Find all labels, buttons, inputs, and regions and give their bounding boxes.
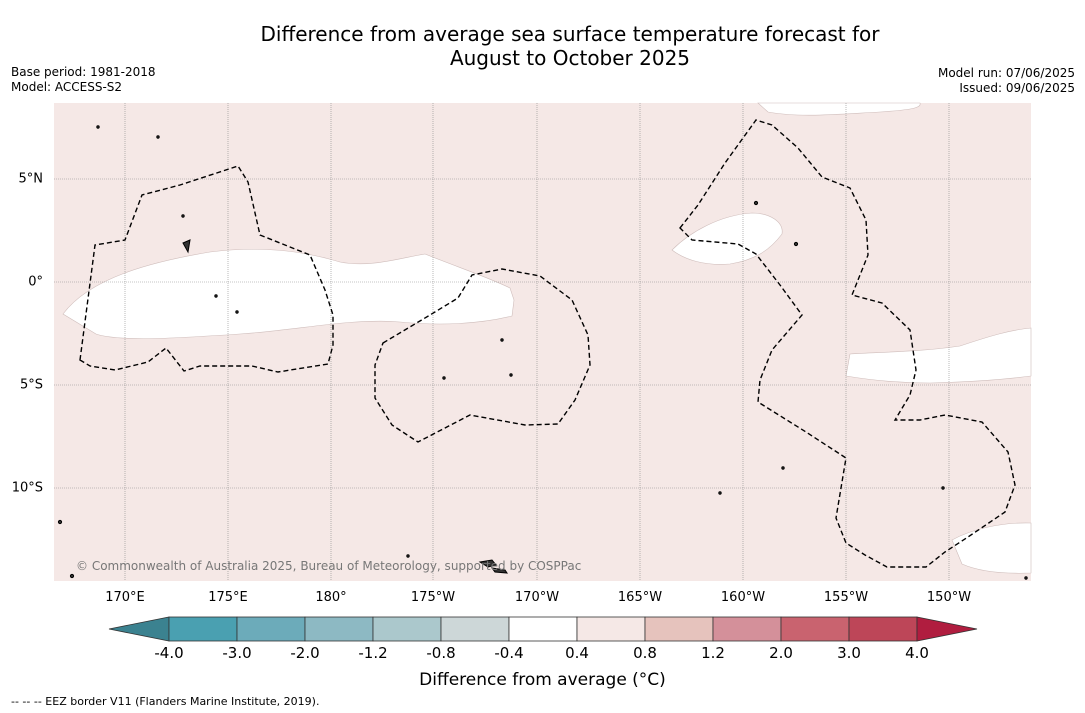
colorbar-tick-label: -0.8 xyxy=(426,644,456,662)
model-name: Model: ACCESS-S2 xyxy=(11,80,123,94)
neutral-region-east xyxy=(845,327,1032,384)
colorbar-segment xyxy=(848,616,918,642)
island-samoa xyxy=(478,559,497,568)
island-dot xyxy=(753,200,759,206)
eez-border-kiribati-line xyxy=(679,119,1016,568)
island-dot xyxy=(500,338,504,342)
island-dot xyxy=(57,519,63,525)
colorbar-tick-label: -2.0 xyxy=(290,644,320,662)
copyright-notice: © Commonwealth of Australia 2025, Bureau… xyxy=(76,559,582,573)
x-tick-label: 170°E xyxy=(105,590,145,605)
meta-left: Base period: 1981-2018 Model: ACCESS-S2 xyxy=(11,65,156,95)
colorbar-tick-label: 3.0 xyxy=(837,644,861,662)
issued-date: Issued: 09/06/2025 xyxy=(959,81,1075,95)
colorbar-min-extension xyxy=(108,616,170,642)
islands xyxy=(57,125,1028,580)
x-tick-label: 175°E xyxy=(208,590,248,605)
colorbar-segment xyxy=(304,616,374,642)
x-tick-label: 175°W xyxy=(410,590,456,605)
island-dot xyxy=(181,214,185,218)
island-tuvalu xyxy=(182,239,191,254)
colorbar-tick-label: 4.0 xyxy=(905,644,929,662)
colorbar-tick-label: -0.4 xyxy=(494,644,524,662)
colorbar-segment xyxy=(440,616,510,642)
colorbar-tick-label: 0.8 xyxy=(633,644,657,662)
colorbar-tick-label: -1.2 xyxy=(358,644,388,662)
island-dot xyxy=(509,373,513,377)
title-line-2: August to October 2025 xyxy=(449,46,691,70)
island-dot xyxy=(406,554,410,558)
colorbar-tick-label: 0.4 xyxy=(565,644,589,662)
colorbar-tick-label: -3.0 xyxy=(222,644,252,662)
model-run: Model run: 07/06/2025 xyxy=(937,66,1075,80)
island-samoa-east xyxy=(490,567,508,574)
map-background xyxy=(54,103,1031,581)
meta-right: Model run: 07/06/2025 Issued: 09/06/2025 xyxy=(938,66,1075,96)
colorbar-tick-label: 2.0 xyxy=(769,644,793,662)
island-dot xyxy=(235,310,239,314)
colorbar xyxy=(108,616,978,642)
y-tick-label: 5°S xyxy=(19,377,43,393)
colorbar-segment xyxy=(576,616,646,642)
colorbar-title: Difference from average (°C) xyxy=(419,670,666,690)
colorbar-segment xyxy=(236,616,306,642)
y-tick-label: 5°N xyxy=(18,171,44,187)
eez-borders xyxy=(79,119,1016,568)
island-dot xyxy=(793,241,799,247)
island-dot xyxy=(442,376,446,380)
colorbar-tick-label: 1.2 xyxy=(701,644,725,662)
x-tick-label: 165°W xyxy=(617,590,663,605)
colorbar-segment xyxy=(780,616,850,642)
island-dot xyxy=(941,486,945,490)
island-dot xyxy=(718,491,722,495)
island-dot xyxy=(96,125,100,129)
island-dot xyxy=(69,573,75,579)
title-line-1: Difference from average sea surface temp… xyxy=(260,22,880,46)
y-tick-label: 0° xyxy=(28,274,43,290)
island-dot xyxy=(214,294,218,298)
colorbar-segment xyxy=(372,616,442,642)
colorbar-tick-label: -4.0 xyxy=(154,644,184,662)
x-tick-label: 160°W xyxy=(720,590,766,605)
eez-footnote: -- -- -- EEZ border V11 (Flanders Marine… xyxy=(11,695,320,708)
graticule xyxy=(54,103,1031,581)
x-tick-label: 150°W xyxy=(926,590,972,605)
colorbar-max-extension xyxy=(916,616,978,642)
neutral-region-central xyxy=(671,212,783,265)
island-dot xyxy=(1024,576,1028,580)
base-period: Base period: 1981-2018 xyxy=(11,65,156,79)
island-dot xyxy=(781,466,785,470)
colorbar-segment xyxy=(644,616,714,642)
neutral-region-southeast xyxy=(951,522,1032,574)
x-tick-label: 180° xyxy=(315,590,347,605)
x-tick-label: 155°W xyxy=(823,590,869,605)
neutral-region-north xyxy=(757,102,921,116)
colorbar-segment xyxy=(712,616,782,642)
neutral-region-equatorial-west xyxy=(62,248,515,339)
y-tick-label: 10°S xyxy=(11,480,43,496)
colorbar-segment xyxy=(508,616,578,642)
eez-border-kiribati-gilberts xyxy=(79,165,334,373)
colorbar-segment xyxy=(168,616,238,642)
neutral-anomaly-regions xyxy=(62,102,1032,574)
x-tick-label: 170°W xyxy=(514,590,560,605)
map-title: Difference from average sea surface temp… xyxy=(200,22,940,70)
island-dot xyxy=(156,135,160,139)
